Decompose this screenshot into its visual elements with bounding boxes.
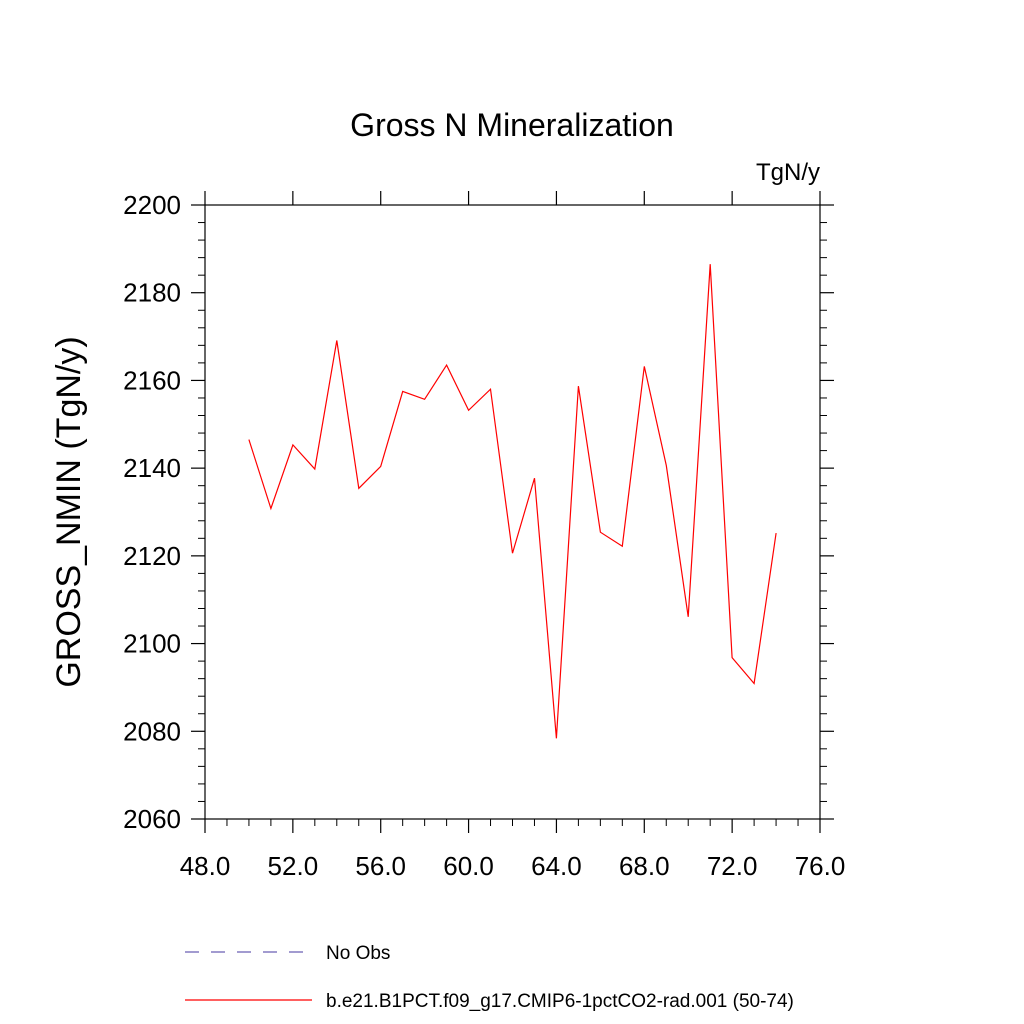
y-tick-label: 2100 [123,629,181,659]
y-tick-label: 2120 [123,541,181,571]
y-tick-label: 2200 [123,190,181,220]
series-layer [248,264,777,739]
y-tick-label: 2160 [123,365,181,395]
units-label: TgN/y [756,159,820,186]
y-tick-labels: 2060 2080 2100 2120 2140 2160 2180 2200 [123,190,181,834]
x-tick-label: 64.0 [531,851,582,881]
x-tick-label: 72.0 [707,851,758,881]
y-tick-label: 2180 [123,278,181,308]
y-tick-label: 2080 [123,716,181,746]
y-tick-label: 2140 [123,453,181,483]
axis-ticks [191,191,834,833]
legend-label: b.e21.B1PCT.f09_g17.CMIP6-1pctCO2-rad.00… [326,991,794,1012]
chart-title: Gross N Mineralization [350,107,674,143]
x-tick-label: 52.0 [268,851,319,881]
plot-frame [204,204,821,820]
x-tick-label: 56.0 [355,851,406,881]
y-axis-label: GROSS_NMIN (TgN/y) [50,336,88,687]
x-tick-label: 76.0 [795,851,846,881]
x-tick-label: 68.0 [619,851,670,881]
x-tick-label: 60.0 [443,851,494,881]
legend-label: No Obs [326,943,390,964]
legend: No Obs b.e21.B1PCT.f09_g17.CMIP6-1pctCO2-… [185,943,794,1012]
x-tick-labels: 48.0 52.0 56.0 60.0 64.0 68.0 72.0 76.0 [180,851,846,881]
series-line [248,264,777,739]
y-tick-label: 2060 [123,804,181,834]
x-tick-label: 48.0 [180,851,231,881]
